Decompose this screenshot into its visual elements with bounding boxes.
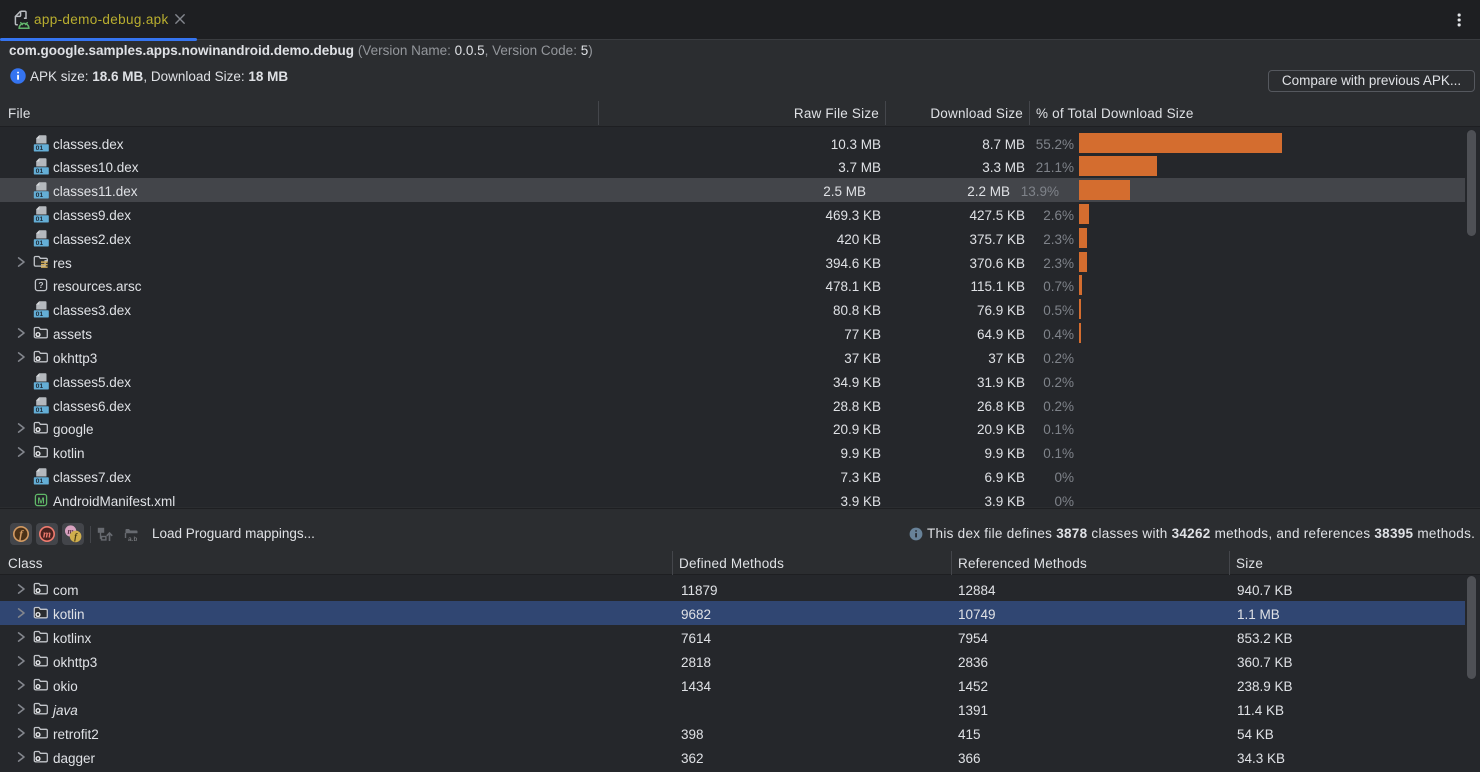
svg-text:?: ? bbox=[38, 281, 43, 291]
svg-text:01: 01 bbox=[36, 168, 44, 175]
svg-text:01: 01 bbox=[36, 311, 44, 318]
svg-text:a.b: a.b bbox=[128, 536, 137, 543]
svg-text:01: 01 bbox=[36, 478, 44, 485]
svg-text:01: 01 bbox=[36, 407, 44, 414]
svg-text:M: M bbox=[37, 495, 44, 505]
svg-text:m: m bbox=[43, 530, 51, 541]
svg-text:01: 01 bbox=[36, 145, 44, 152]
svg-text:01: 01 bbox=[36, 192, 44, 199]
svg-text:01: 01 bbox=[36, 216, 44, 223]
svg-text:f: f bbox=[19, 529, 24, 541]
svg-text:f: f bbox=[74, 532, 78, 542]
svg-text:m: m bbox=[67, 527, 73, 536]
svg-text:01: 01 bbox=[36, 383, 44, 390]
svg-text:01: 01 bbox=[36, 240, 44, 247]
